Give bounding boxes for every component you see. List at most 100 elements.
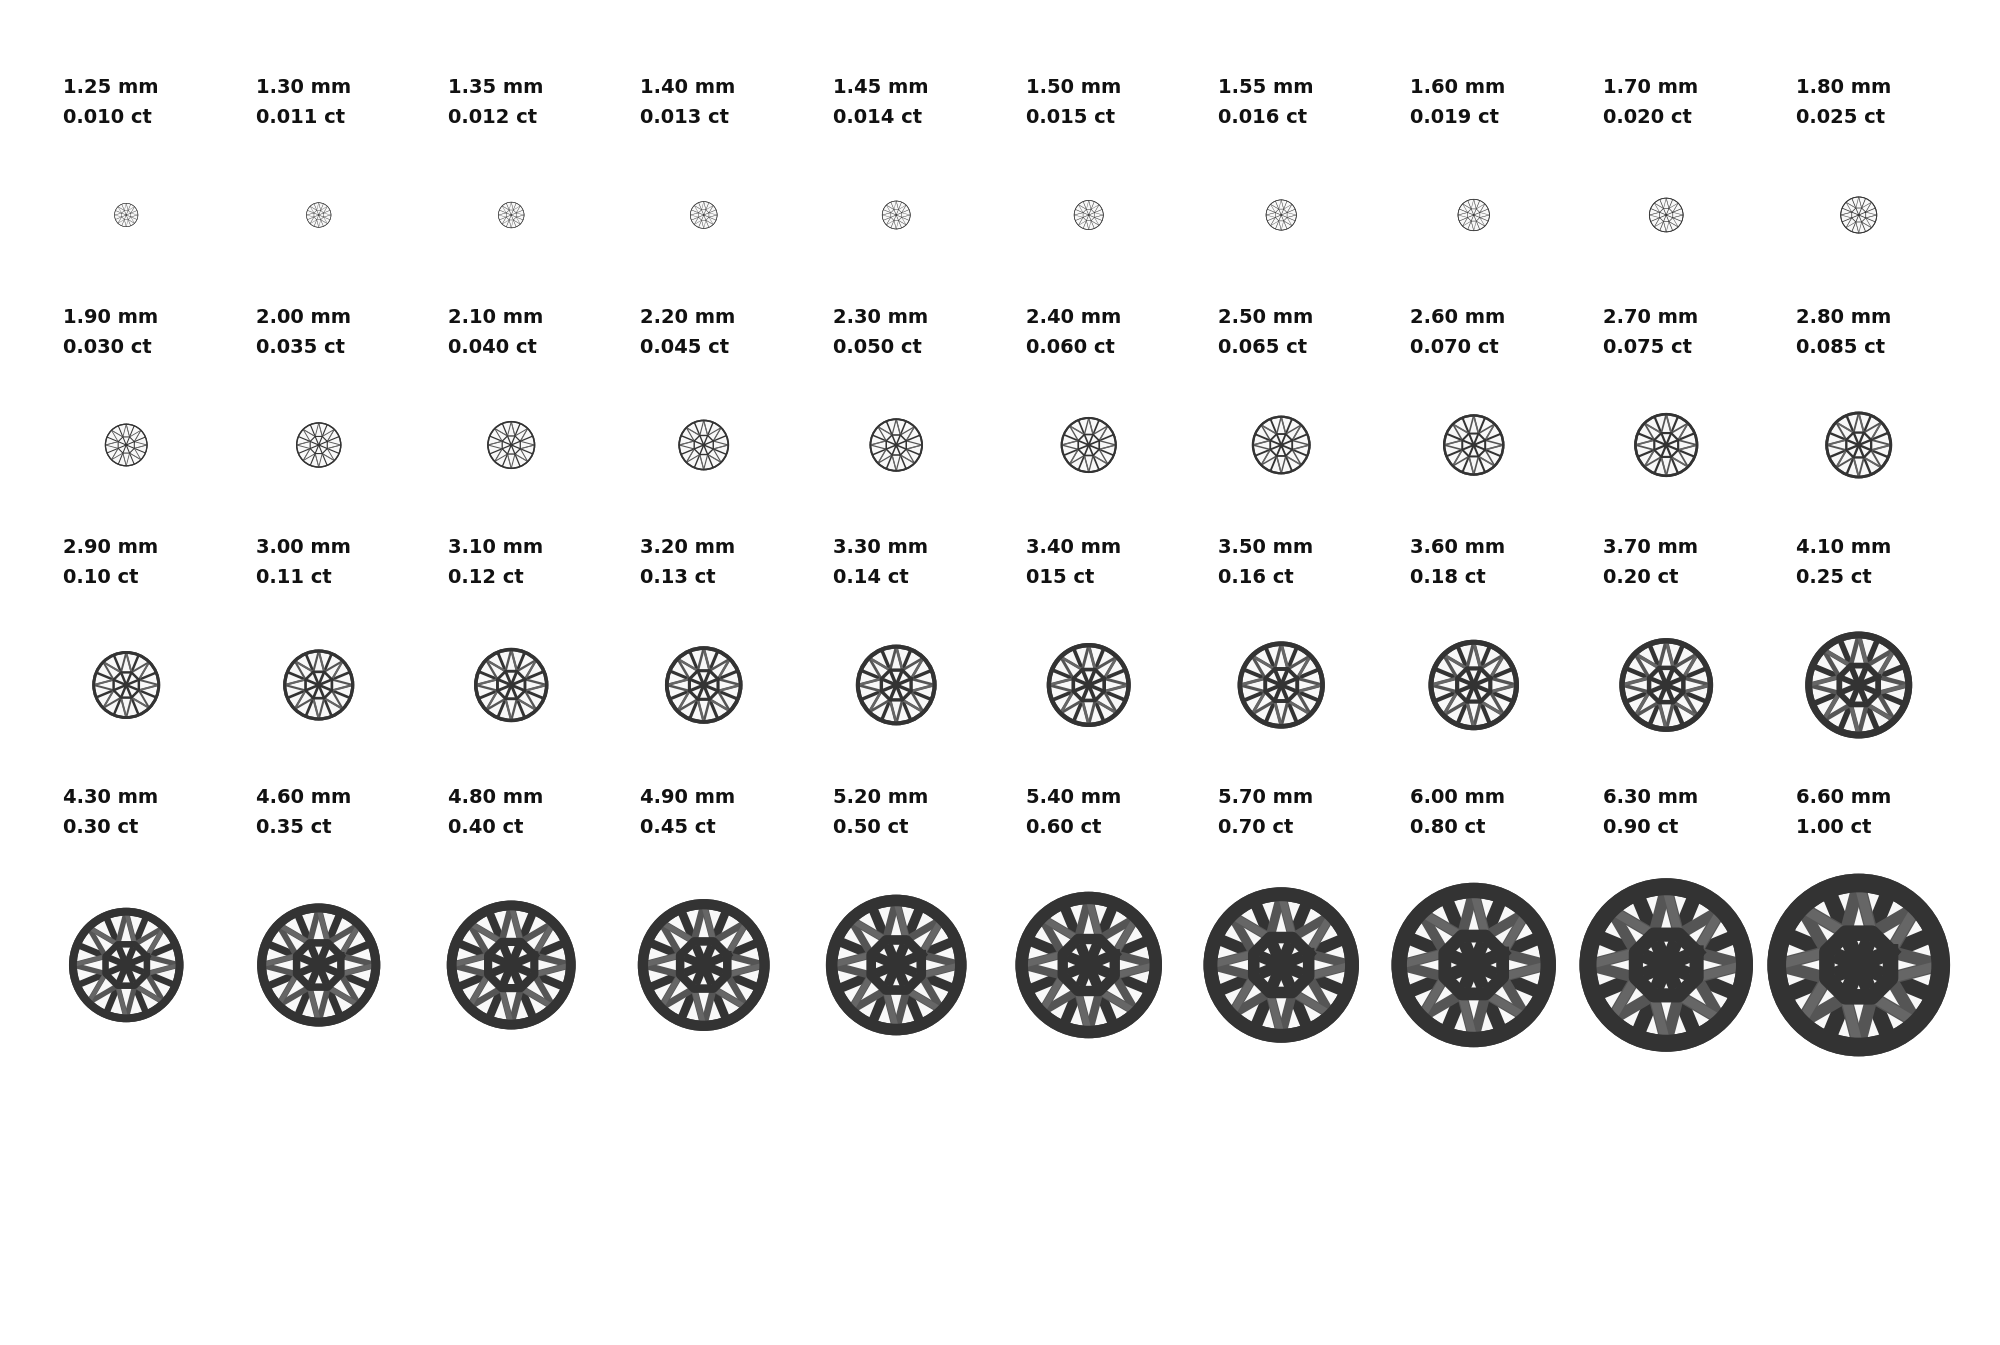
Text: 4.30 mm: 4.30 mm xyxy=(64,788,158,807)
Text: 1.35 mm: 1.35 mm xyxy=(448,78,544,97)
Text: 0.010 ct: 0.010 ct xyxy=(64,108,152,126)
Circle shape xyxy=(498,202,524,227)
Text: 2.80 mm: 2.80 mm xyxy=(1796,308,1890,327)
Circle shape xyxy=(1458,199,1490,231)
Text: 0.50 ct: 0.50 ct xyxy=(832,818,908,837)
Text: 5.70 mm: 5.70 mm xyxy=(1218,788,1314,807)
Text: 3.10 mm: 3.10 mm xyxy=(448,538,544,557)
Circle shape xyxy=(1636,414,1696,476)
Circle shape xyxy=(488,422,534,468)
Text: 1.30 mm: 1.30 mm xyxy=(256,78,350,97)
Text: 0.070 ct: 0.070 ct xyxy=(1410,338,1500,356)
Text: 0.085 ct: 0.085 ct xyxy=(1796,338,1884,356)
Circle shape xyxy=(1252,417,1310,473)
Circle shape xyxy=(1062,418,1116,472)
Text: 0.015 ct: 0.015 ct xyxy=(1026,108,1114,126)
Text: 0.040 ct: 0.040 ct xyxy=(448,338,536,356)
Circle shape xyxy=(284,651,352,720)
Text: 0.012 ct: 0.012 ct xyxy=(448,108,538,126)
Text: 2.20 mm: 2.20 mm xyxy=(640,308,736,327)
Circle shape xyxy=(114,203,138,227)
Text: 0.13 ct: 0.13 ct xyxy=(640,568,716,586)
Circle shape xyxy=(72,912,180,1018)
Circle shape xyxy=(262,908,376,1022)
Text: 0.025 ct: 0.025 ct xyxy=(1796,108,1884,126)
Text: 0.12 ct: 0.12 ct xyxy=(448,568,524,586)
Text: 0.013 ct: 0.013 ct xyxy=(640,108,730,126)
Text: 1.90 mm: 1.90 mm xyxy=(64,308,158,327)
Text: 0.90 ct: 0.90 ct xyxy=(1604,818,1678,837)
Text: 5.40 mm: 5.40 mm xyxy=(1026,788,1120,807)
Text: 1.25 mm: 1.25 mm xyxy=(64,78,158,97)
Circle shape xyxy=(476,650,546,721)
Text: 0.40 ct: 0.40 ct xyxy=(448,818,524,837)
Circle shape xyxy=(296,422,340,467)
Text: 2.90 mm: 2.90 mm xyxy=(64,538,158,557)
Text: 0.035 ct: 0.035 ct xyxy=(256,338,344,356)
Text: 0.30 ct: 0.30 ct xyxy=(64,818,138,837)
Circle shape xyxy=(452,905,570,1025)
Text: 0.060 ct: 0.060 ct xyxy=(1026,338,1114,356)
Text: 0.80 ct: 0.80 ct xyxy=(1410,818,1486,837)
Text: 0.016 ct: 0.016 ct xyxy=(1218,108,1308,126)
Text: 5.20 mm: 5.20 mm xyxy=(832,788,928,807)
Text: 4.10 mm: 4.10 mm xyxy=(1796,538,1890,557)
Circle shape xyxy=(1074,200,1104,230)
Text: 0.019 ct: 0.019 ct xyxy=(1410,108,1500,126)
Text: 0.70 ct: 0.70 ct xyxy=(1218,818,1294,837)
Text: 2.70 mm: 2.70 mm xyxy=(1604,308,1698,327)
Text: 1.50 mm: 1.50 mm xyxy=(1026,78,1120,97)
Text: 0.35 ct: 0.35 ct xyxy=(256,818,332,837)
Circle shape xyxy=(1808,635,1908,734)
Text: 0.18 ct: 0.18 ct xyxy=(1410,568,1486,586)
Text: 4.60 mm: 4.60 mm xyxy=(256,788,350,807)
Text: 1.55 mm: 1.55 mm xyxy=(1218,78,1314,97)
Text: 0.030 ct: 0.030 ct xyxy=(64,338,152,356)
Text: 1.45 mm: 1.45 mm xyxy=(832,78,928,97)
Text: 0.20 ct: 0.20 ct xyxy=(1604,568,1678,586)
Circle shape xyxy=(882,200,910,229)
Text: 2.50 mm: 2.50 mm xyxy=(1218,308,1314,327)
Text: 0.10 ct: 0.10 ct xyxy=(64,568,138,586)
Circle shape xyxy=(680,421,728,469)
Circle shape xyxy=(1210,894,1352,1036)
Circle shape xyxy=(1400,890,1548,1040)
Circle shape xyxy=(1588,886,1744,1044)
Circle shape xyxy=(1776,884,1940,1046)
Text: 0.020 ct: 0.020 ct xyxy=(1604,108,1692,126)
Text: 3.30 mm: 3.30 mm xyxy=(832,538,928,557)
Text: 2.30 mm: 2.30 mm xyxy=(832,308,928,327)
Text: 2.40 mm: 2.40 mm xyxy=(1026,308,1120,327)
Circle shape xyxy=(306,203,330,227)
Text: 0.16 ct: 0.16 ct xyxy=(1218,568,1294,586)
Text: 0.065 ct: 0.065 ct xyxy=(1218,338,1308,356)
Circle shape xyxy=(1826,413,1890,477)
Circle shape xyxy=(1022,898,1156,1032)
Text: 6.30 mm: 6.30 mm xyxy=(1604,788,1698,807)
Circle shape xyxy=(106,424,148,465)
Text: 3.40 mm: 3.40 mm xyxy=(1026,538,1120,557)
Text: 3.50 mm: 3.50 mm xyxy=(1218,538,1314,557)
Text: 2.00 mm: 2.00 mm xyxy=(256,308,350,327)
Text: 1.40 mm: 1.40 mm xyxy=(640,78,736,97)
Text: 1.00 ct: 1.00 ct xyxy=(1796,818,1872,837)
Circle shape xyxy=(1048,646,1128,725)
Circle shape xyxy=(1266,200,1296,230)
Text: 0.075 ct: 0.075 ct xyxy=(1604,338,1692,356)
Circle shape xyxy=(642,904,764,1026)
Text: 0.14 ct: 0.14 ct xyxy=(832,568,908,586)
Circle shape xyxy=(1650,198,1684,231)
Text: 3.20 mm: 3.20 mm xyxy=(640,538,736,557)
Circle shape xyxy=(690,202,718,229)
Text: 0.45 ct: 0.45 ct xyxy=(640,818,716,837)
Text: 0.050 ct: 0.050 ct xyxy=(832,338,922,356)
Text: 0.11 ct: 0.11 ct xyxy=(256,568,332,586)
Text: 0.25 ct: 0.25 ct xyxy=(1796,568,1872,586)
Circle shape xyxy=(858,647,934,724)
Text: 4.80 mm: 4.80 mm xyxy=(448,788,544,807)
Circle shape xyxy=(1444,416,1504,475)
Circle shape xyxy=(1432,643,1516,728)
Text: 0.60 ct: 0.60 ct xyxy=(1026,818,1100,837)
Text: 015 ct: 015 ct xyxy=(1026,568,1094,586)
Circle shape xyxy=(1240,644,1322,726)
